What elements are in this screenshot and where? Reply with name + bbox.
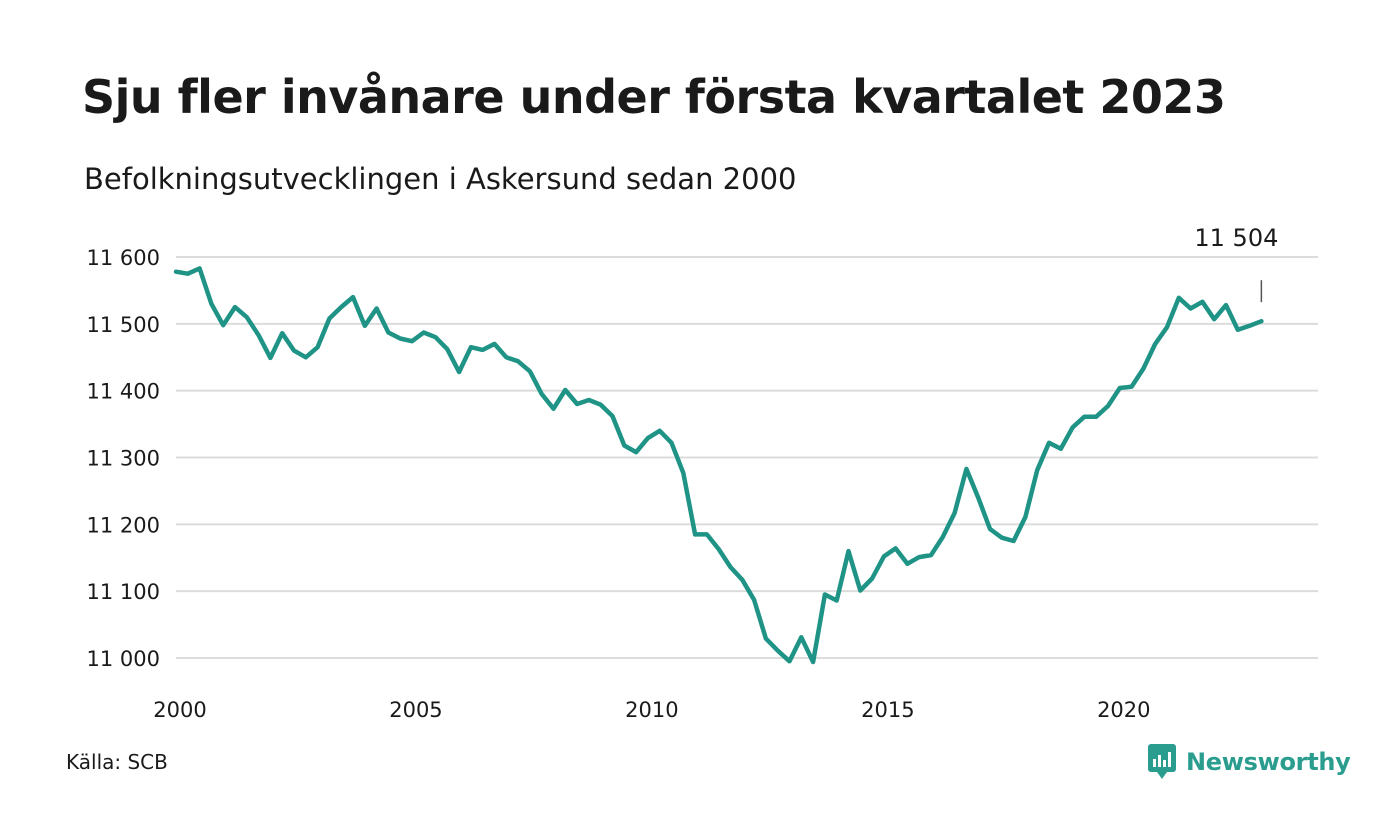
y-tick-label: 11 200	[87, 513, 160, 537]
y-tick-label: 11 100	[87, 580, 160, 604]
gridlines	[176, 256, 1318, 659]
y-axis-tick-labels: 11 000 11 100 11 200 11 300 11 400 11 500 11 6…	[87, 246, 160, 671]
newsworthy-logo-icon	[1148, 744, 1176, 779]
series-group	[173, 266, 1264, 665]
x-tick-label: 2010	[625, 698, 678, 722]
x-tick-label: 2005	[389, 698, 442, 722]
last-value-annotation: 11 504	[1194, 224, 1278, 303]
y-tick-label: 11 500	[87, 313, 160, 337]
x-tick-label: 2000	[153, 698, 206, 722]
brand-name: Newsworthy	[1186, 748, 1351, 776]
x-tick-label: 2020	[1097, 698, 1150, 722]
x-axis-tick-labels: 2000 2005 2010 2015 2020	[153, 698, 1150, 722]
chart-title: Sju fler invånare under första kvartalet…	[82, 70, 1226, 124]
y-tick-label: 11 000	[87, 647, 160, 671]
series-line	[173, 266, 1264, 665]
source-note: Källa: SCB	[66, 750, 168, 774]
y-tick-label: 11 300	[87, 447, 160, 471]
brand-logo[interactable]: Newsworthy	[1148, 742, 1351, 782]
chart-subtitle: Befolkningsutvecklingen i Askersund seda…	[84, 162, 797, 196]
y-tick-label: 11 400	[87, 380, 160, 404]
y-tick-label: 11 600	[87, 246, 160, 270]
last-value-label: 11 504	[1194, 224, 1278, 252]
x-tick-label: 2015	[861, 698, 914, 722]
